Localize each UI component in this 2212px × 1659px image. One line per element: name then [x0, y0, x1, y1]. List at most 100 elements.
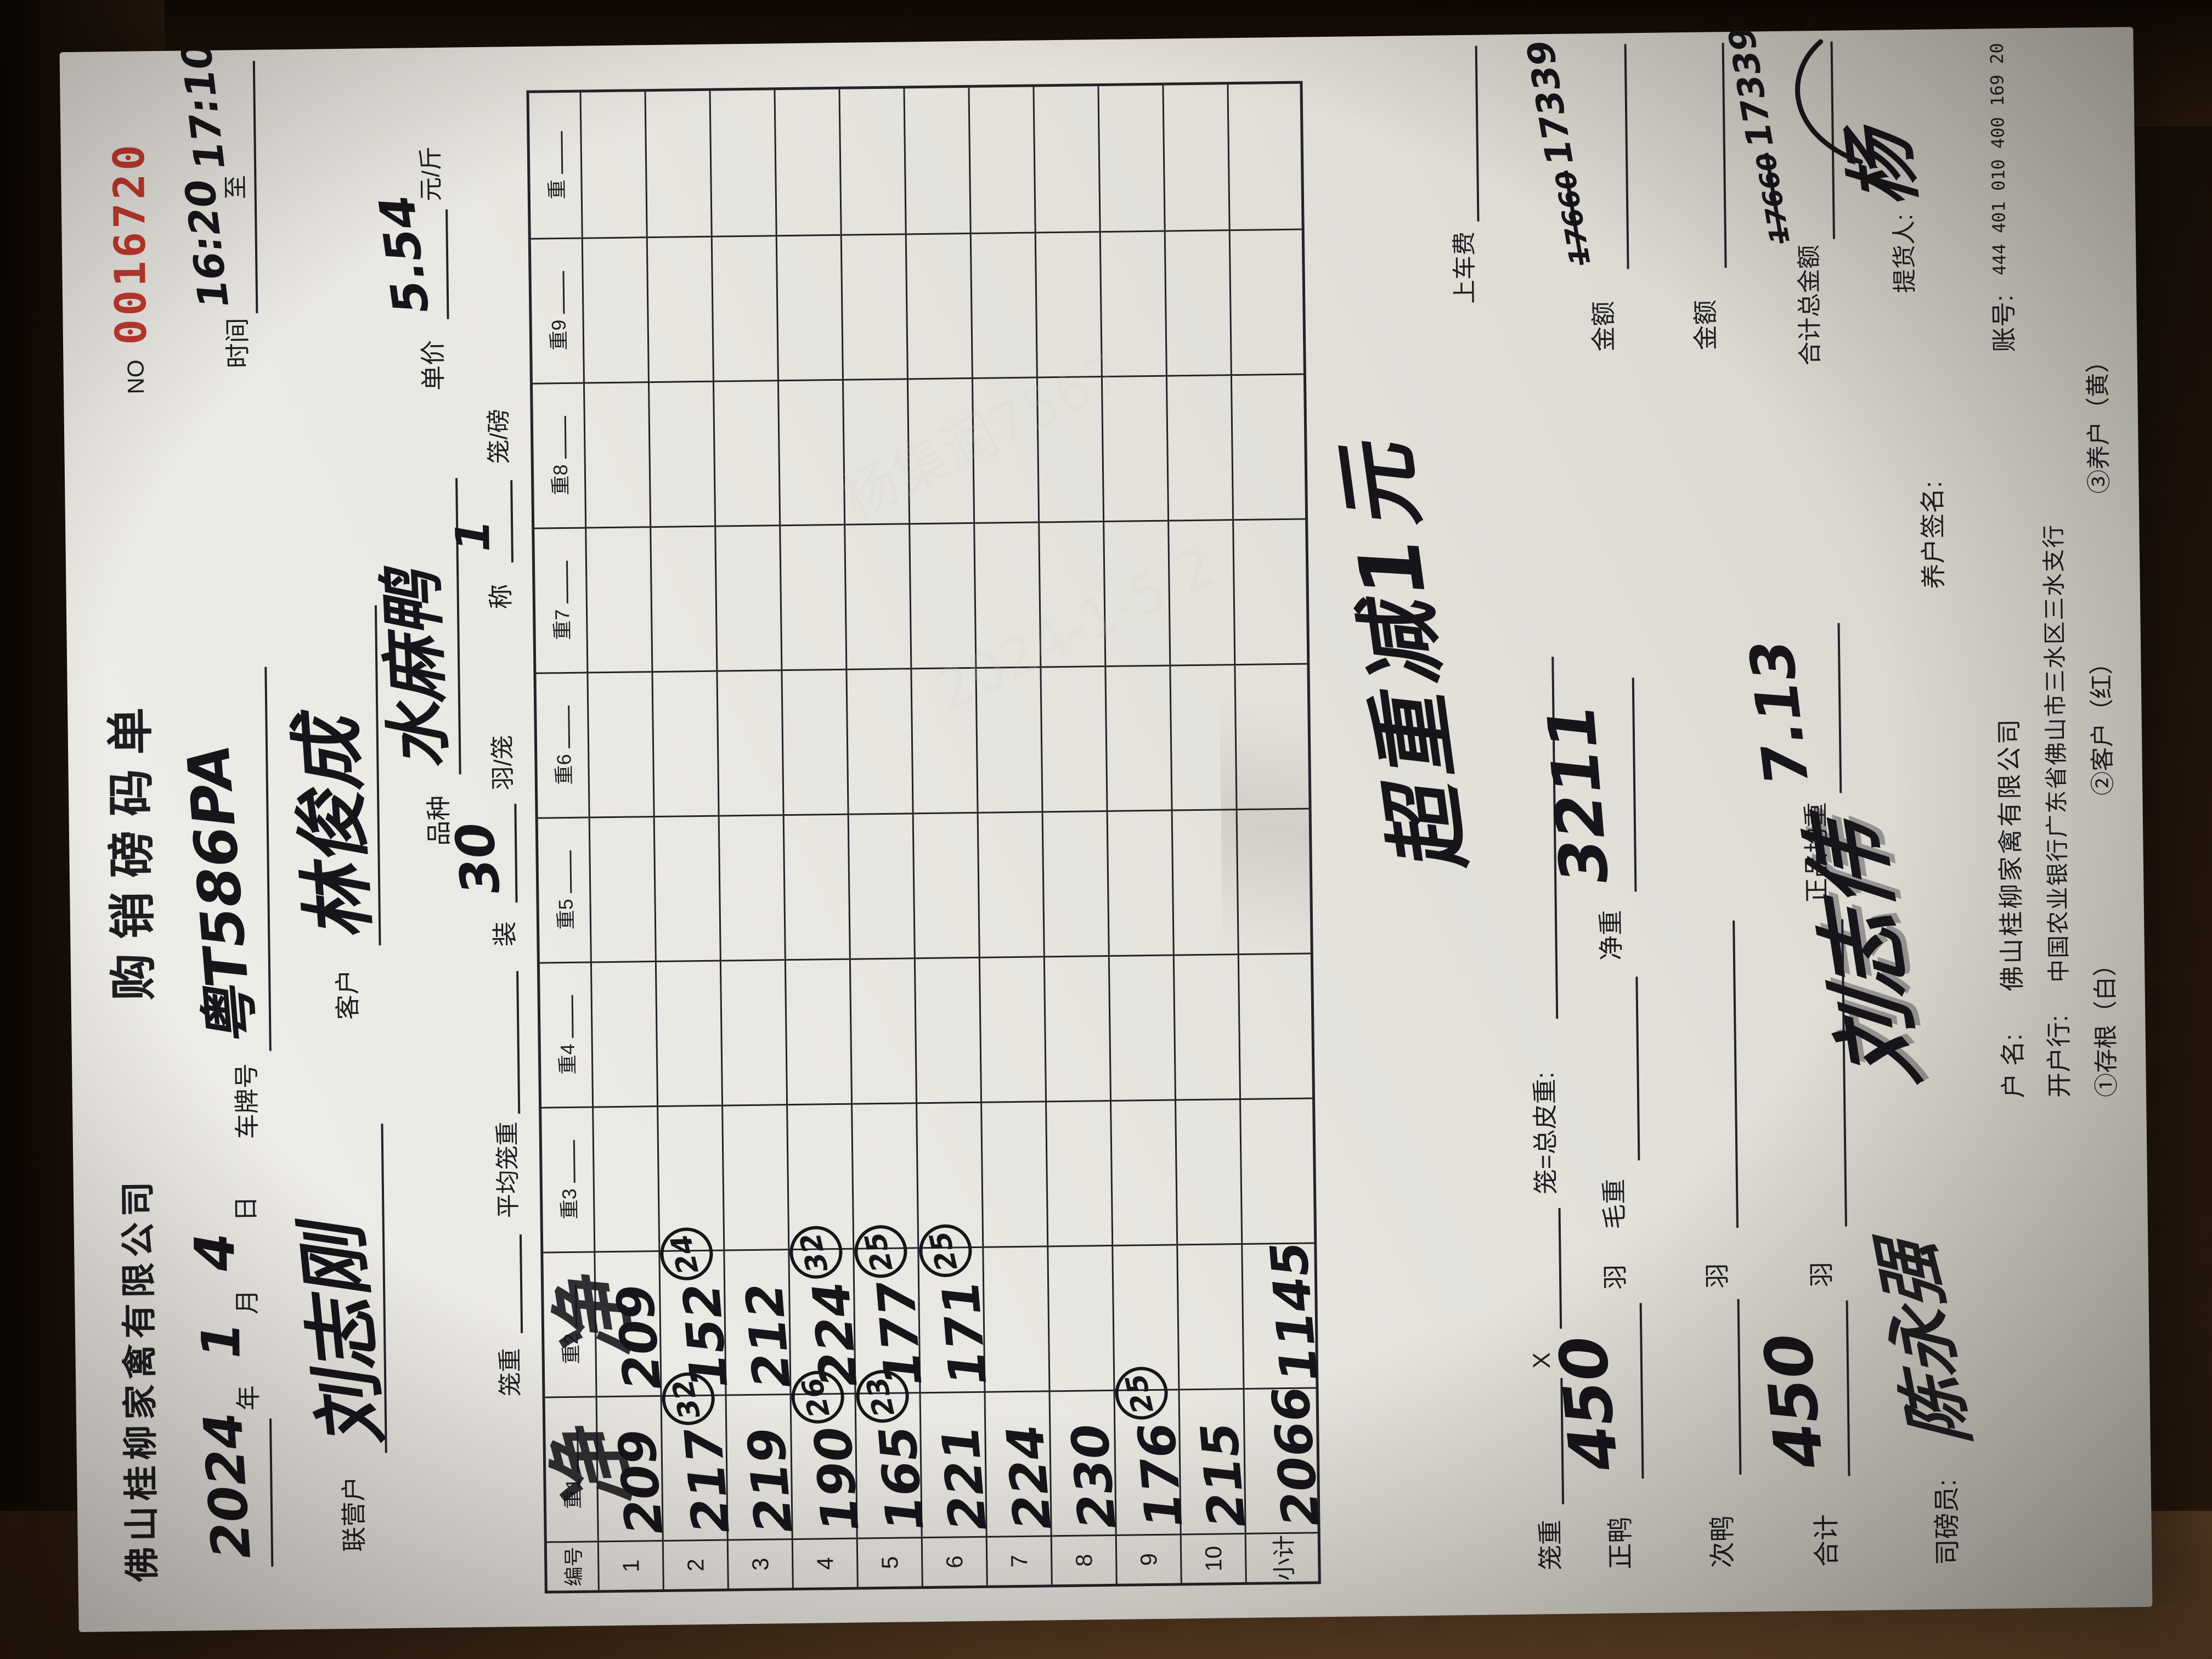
scale-unit: 笼/磅 — [485, 408, 513, 464]
cage-weight-underline — [519, 1234, 523, 1334]
table-cell: 1 — [599, 1539, 663, 1590]
table-cell — [915, 956, 981, 1103]
table-header-cell: 重8 — [532, 382, 585, 528]
table-cell: 16523 — [851, 1364, 935, 1538]
heji-ul-3 — [1837, 623, 1842, 793]
table-cell — [1176, 1098, 1242, 1244]
year-label: 年 — [234, 1385, 263, 1411]
zhengya-amount-old: 17660 — [1549, 168, 1597, 268]
weight-value: 219 — [736, 1425, 804, 1536]
zhengya-qty: 450 — [1544, 1332, 1633, 1475]
loading-fee-label: 上车费 — [1451, 231, 1479, 304]
table-cell: 17725 — [849, 1220, 933, 1393]
table-header-cell: 重7 — [534, 527, 587, 673]
consignee-label: 提货人: — [1891, 213, 1919, 294]
table-cell: 9 — [1116, 1533, 1181, 1584]
table-cell — [583, 236, 648, 382]
column-header-label: 重8 — [544, 416, 574, 495]
weight-value: 224 — [995, 1422, 1063, 1532]
farmer-signature-label: 养户签名: — [1918, 481, 1948, 589]
load-underline — [514, 804, 518, 903]
table-cell — [980, 956, 1046, 1102]
header-blank-underline — [552, 561, 568, 604]
table-cell — [1178, 1243, 1243, 1389]
date-year-value: 2024 — [191, 1410, 263, 1561]
table-cell — [913, 811, 979, 958]
zhengya-label: 正鸭 — [1606, 1516, 1636, 1570]
table-cell: 19026 — [786, 1365, 871, 1539]
row-number: 6 — [941, 1555, 967, 1568]
zhengya-amount: 1766017339 — [1519, 37, 1599, 269]
heji-label: 合计 — [1812, 1514, 1842, 1567]
account-no-label: 账号: — [1989, 294, 2019, 353]
account-name-value: 佛山桂柳家禽有限公司 — [1994, 716, 2027, 992]
price-label: 单价 — [419, 340, 448, 391]
weight-value: 17125 — [914, 1219, 998, 1389]
table-cell — [716, 524, 781, 670]
tare-cage-label: 笼重 — [1536, 1519, 1565, 1571]
load-label: 装 — [490, 921, 520, 947]
table-cell — [591, 961, 657, 1107]
table-cell — [782, 668, 848, 815]
column-header-label: 编号 — [562, 1547, 585, 1587]
serial-number: 0016720 — [104, 141, 157, 346]
weight-value: 221 — [930, 1423, 998, 1533]
table-cell: 7 — [987, 1535, 1051, 1585]
heji-yu-label: 羽 — [1807, 1261, 1836, 1288]
table-cell: 15224 — [655, 1222, 740, 1395]
scale-underline — [510, 480, 514, 563]
ciya-ul-1 — [1737, 1299, 1742, 1475]
row-number: 7 — [1006, 1554, 1032, 1568]
table-header-cell: 编号 — [546, 1541, 598, 1591]
table-cell: 2 — [663, 1539, 727, 1589]
copy-1-label: ①存根（白） — [2091, 952, 2121, 1098]
table-cell: 22432 — [785, 1221, 869, 1394]
circled-count: 24 — [655, 1222, 718, 1285]
paper-document: 佛山桂柳家禽有限公司 购销磅码单 NO 0016720 2024 年 1 月 4… — [59, 27, 2153, 1632]
header-blank-underline — [549, 271, 565, 314]
circled-count: 25 — [914, 1219, 977, 1283]
circled-count: 25 — [1110, 1362, 1173, 1425]
zhengya-ul-2 — [1635, 977, 1640, 1161]
row-number: 10 — [1200, 1545, 1227, 1572]
table-cell — [594, 1105, 659, 1251]
customer-label: 客户 — [333, 969, 363, 1020]
load-value: 30 — [444, 819, 512, 898]
header-blank-underline — [556, 850, 572, 894]
time-label: 时间 — [223, 317, 252, 369]
table-cell — [1237, 808, 1311, 954]
table-cell: 17125 — [914, 1219, 998, 1392]
ciya-yu-label: 羽 — [1702, 1263, 1732, 1289]
account-no-value: 444 401 010 400 169 20 — [1986, 42, 2010, 276]
row-number: 2 — [682, 1558, 708, 1572]
weight-value: 15224 — [655, 1222, 740, 1392]
weight-value: 230 — [1060, 1421, 1128, 1532]
table-cell — [723, 1104, 788, 1250]
table-cell — [646, 91, 711, 236]
table-header-cell: 重9 — [531, 237, 583, 383]
scale-value: 1 — [446, 519, 501, 552]
bank-label: 开户行: — [2044, 1014, 2074, 1098]
header-blank-underline — [547, 131, 563, 174]
weight-value: 215 — [1189, 1420, 1257, 1530]
header-blank-underline — [560, 1140, 575, 1183]
table-cell — [1099, 86, 1164, 231]
plate-value: 粤T586PA — [174, 742, 267, 1048]
table-cell — [1174, 953, 1240, 1099]
table-cell — [1108, 809, 1173, 955]
load-unit: 羽/笼 — [489, 735, 517, 791]
column-header-label: 重3 — [553, 1140, 583, 1220]
column-header-label: 重4 — [551, 995, 581, 1075]
table-cell — [850, 957, 916, 1103]
consignee-signature-flourish — [1795, 39, 1863, 165]
table-cell — [784, 813, 849, 960]
overweight-note: 超重减1元 — [1325, 432, 1482, 879]
table-cell — [1239, 952, 1312, 1099]
cage-weight-label: 笼重 — [496, 1348, 524, 1397]
table-cell — [718, 669, 783, 815]
column-header-label: 重7 — [546, 561, 575, 640]
date-day-value: 4 — [182, 1232, 247, 1272]
table-header-cell: 重3 — [541, 1106, 594, 1252]
table-cell: 小计 — [1246, 1532, 1318, 1582]
day-label: 日 — [232, 1195, 261, 1222]
